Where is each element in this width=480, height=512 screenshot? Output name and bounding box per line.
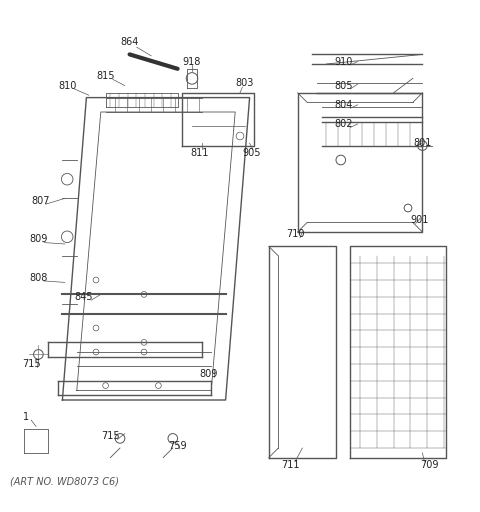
Text: 815: 815 (96, 71, 115, 81)
Text: 711: 711 (281, 460, 300, 470)
Text: 715: 715 (101, 431, 120, 441)
Text: (ART NO. WD8073 C6): (ART NO. WD8073 C6) (10, 476, 119, 486)
Text: 1: 1 (24, 412, 29, 422)
Text: 807: 807 (32, 196, 50, 206)
Text: 803: 803 (236, 78, 254, 88)
Text: 845: 845 (75, 292, 93, 302)
Text: 804: 804 (334, 100, 352, 110)
Text: 910: 910 (334, 57, 352, 67)
Text: 805: 805 (334, 80, 352, 91)
Text: 810: 810 (58, 80, 76, 91)
Text: 864: 864 (120, 37, 139, 48)
Text: 801: 801 (413, 138, 432, 148)
Text: 709: 709 (420, 460, 439, 470)
Text: 808: 808 (29, 272, 48, 283)
Text: 918: 918 (183, 57, 201, 67)
Text: 809: 809 (29, 234, 48, 244)
Text: 715: 715 (22, 359, 40, 369)
Text: 710: 710 (286, 229, 304, 240)
Text: 901: 901 (411, 215, 429, 225)
Text: 802: 802 (334, 119, 352, 129)
Text: 809: 809 (200, 369, 218, 378)
Text: 811: 811 (190, 148, 208, 158)
Text: 759: 759 (168, 441, 187, 451)
Text: 905: 905 (243, 148, 261, 158)
